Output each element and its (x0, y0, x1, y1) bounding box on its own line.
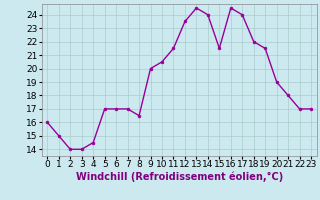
X-axis label: Windchill (Refroidissement éolien,°C): Windchill (Refroidissement éolien,°C) (76, 172, 283, 182)
